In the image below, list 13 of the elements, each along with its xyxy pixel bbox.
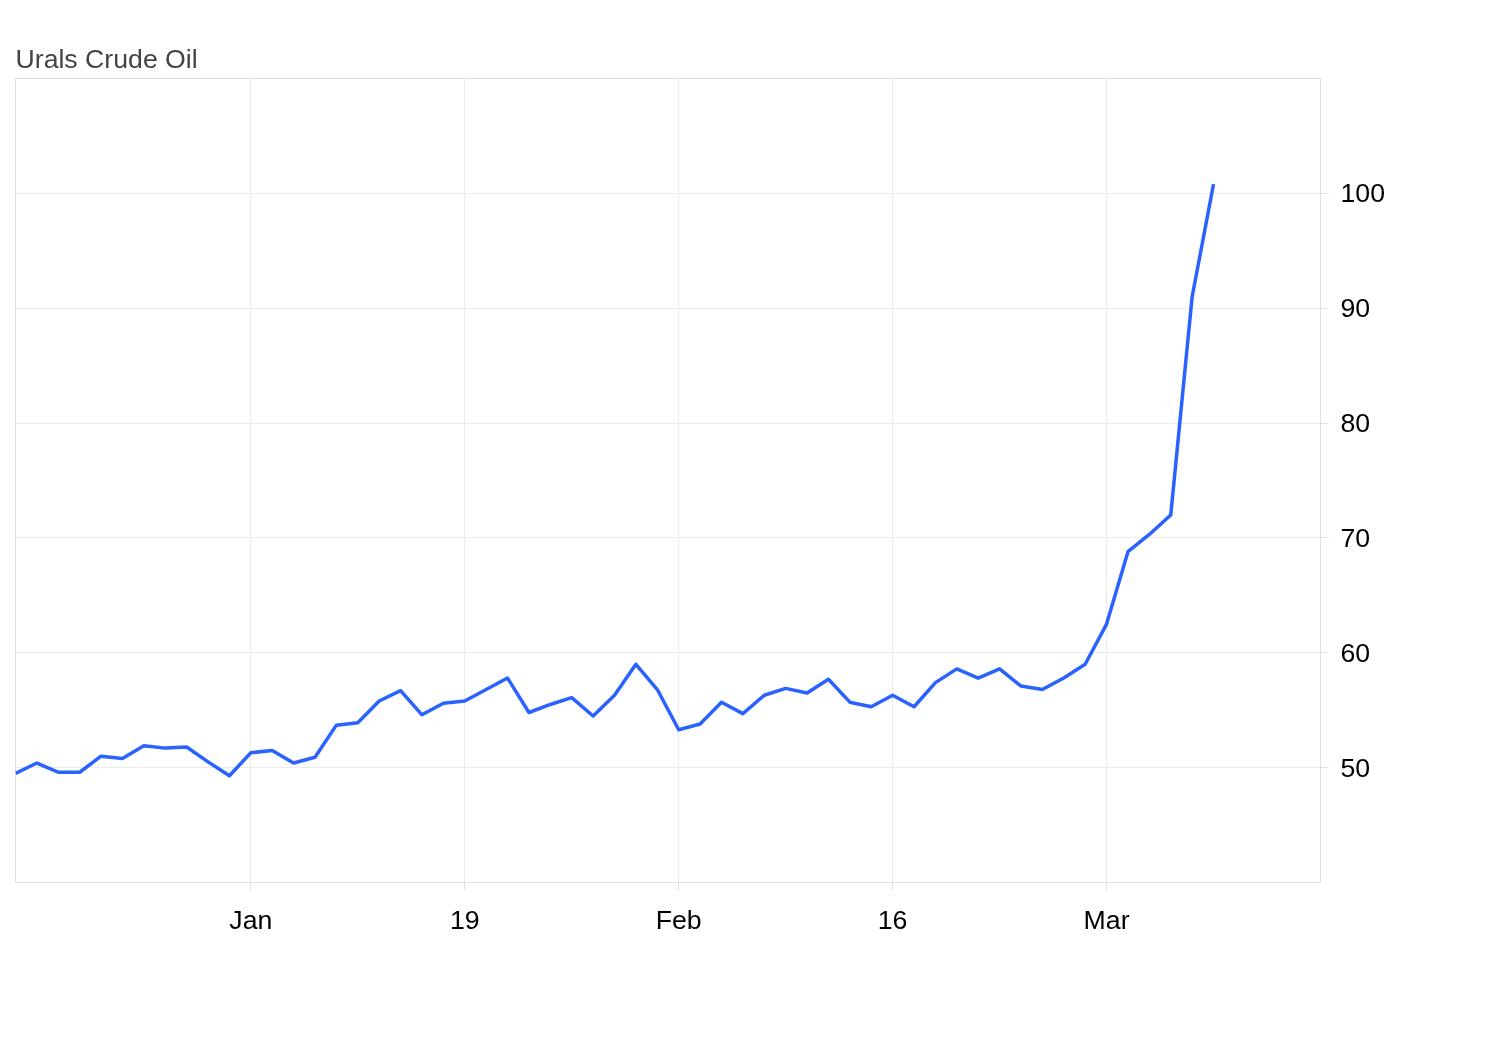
y-tick-label: 50	[1340, 752, 1371, 783]
y-tick-label: 100	[1340, 178, 1385, 209]
x-tick-label: Mar	[1083, 904, 1130, 935]
x-tick-label: Feb	[655, 904, 702, 935]
x-tick-label: 16	[877, 904, 908, 935]
y-tick-label: 70	[1340, 522, 1371, 553]
chart-title: Urals Crude Oil	[15, 43, 198, 74]
y-tick-label: 90	[1340, 293, 1371, 324]
x-tick-label: Jan	[229, 904, 273, 935]
line-series	[15, 182, 1216, 778]
y-tick-label: 80	[1340, 408, 1371, 439]
x-tick-label: 19	[449, 904, 480, 935]
y-tick-label: 60	[1340, 637, 1371, 668]
